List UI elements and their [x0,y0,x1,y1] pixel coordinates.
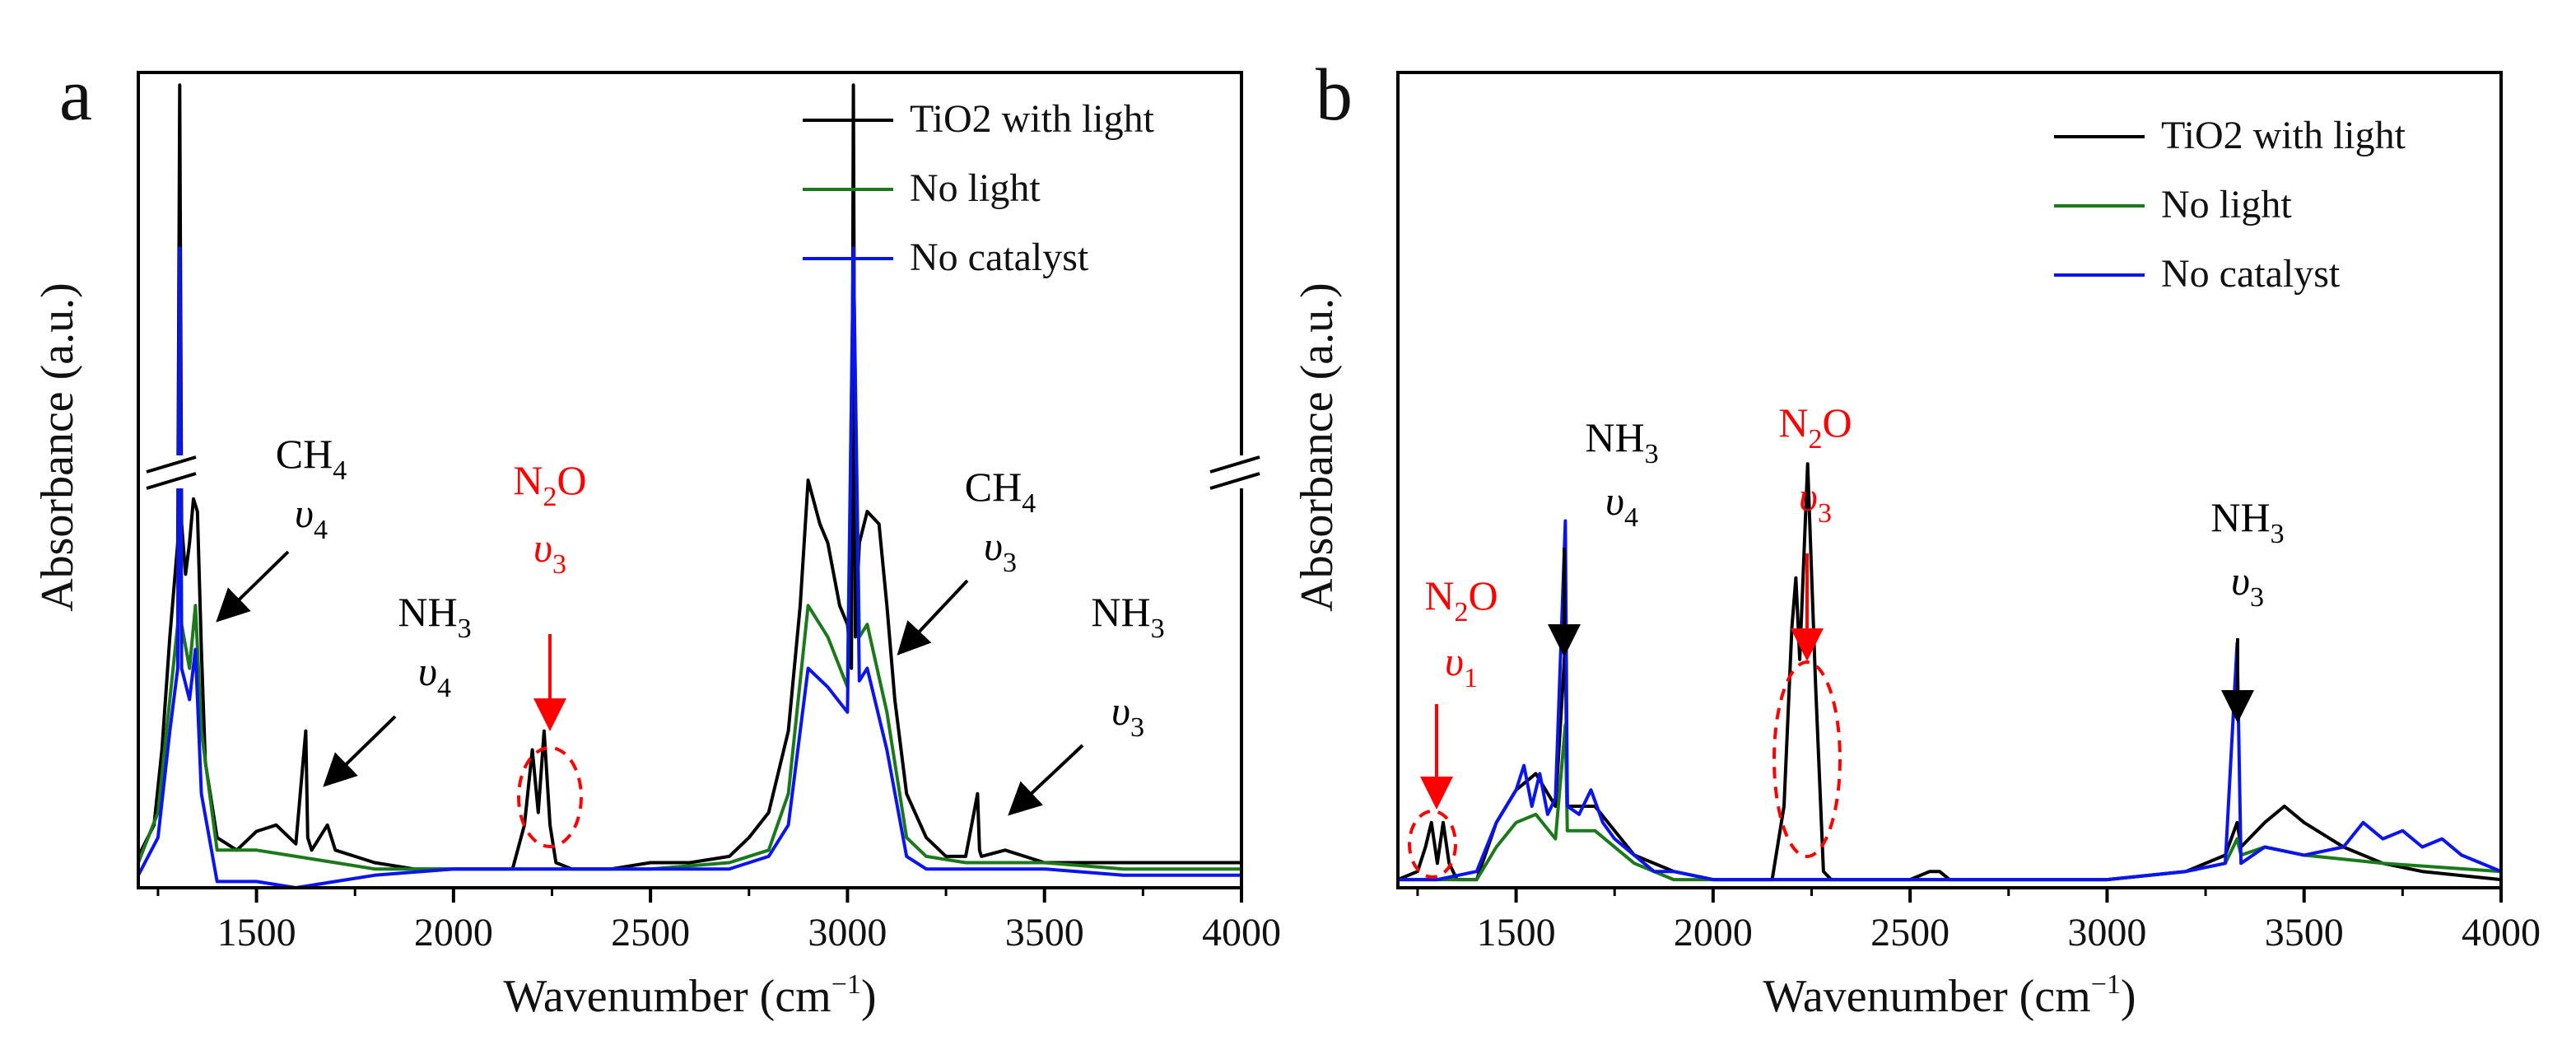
panel-a: 1500 2000 2500 3000 3500 4000 Wavenumber (cm−1… [32,54,1281,1022]
species-label: NH3 [1585,414,1658,469]
mode-label: υ3 [2231,558,2264,613]
x-tick-label: 3000 [2067,911,2146,954]
series-line-2 [138,246,1241,888]
annotation-nh3v3: NH3 υ3 [1008,589,1165,816]
x-axis-title: Wavenumber (cm−1) [503,969,876,1022]
species-label: N2O [1778,399,1852,455]
legend-label: No catalyst [2161,252,2341,296]
annotation-arrow [1008,744,1084,816]
series-line-2 [1398,519,2501,882]
y-axis-title: Absorbance (a.u.) [32,282,83,612]
axis-break-mark [146,472,197,490]
annotation-arrow [216,550,290,623]
x-tick-label: 1500 [1477,911,1556,954]
mode-label: υ3 [1111,688,1144,743]
mode-label: υ3 [1799,474,1832,529]
annotation-arrow [323,715,397,787]
x-tick-label: 2500 [1870,911,1949,954]
legend-label: No light [2161,183,2292,226]
x-tick-label: 2000 [414,911,493,954]
legend-label: No catalyst [910,236,1089,279]
panel-label: b [1316,54,1353,136]
series-line-1 [138,246,1241,871]
x-tick-label: 2500 [611,911,690,954]
species-label: CH4 [276,431,347,486]
mode-label: υ4 [295,490,328,545]
species-label: CH4 [965,464,1036,519]
legend: TiO2 with light No light No catalyst [803,97,1155,279]
x-tick-label: 2000 [1674,911,1753,954]
x-tick-label: 3000 [808,911,887,954]
x-tick-label: 4000 [2462,911,2541,954]
panel-b: 1500 2000 2500 3000 3500 4000 Wavenumber (cm−1… [1292,54,2541,1022]
species-label: N2O [1424,572,1498,628]
x-tick-label: 1500 [217,911,296,954]
axis-break-mark [1209,472,1260,490]
species-label: NH3 [398,589,471,644]
y-axis-title: Absorbance (a.u.) [1292,282,1343,612]
annotation-arrow [897,579,969,656]
legend-label: No light [910,166,1041,210]
mode-label: υ3 [984,523,1017,578]
legend-label: TiO2 with light [910,97,1155,141]
series-line-0 [1398,462,2501,882]
x-axis-title: Wavenumber (cm−1) [1763,969,2136,1022]
highlight-ellipse [1772,660,1842,858]
series-line-1 [1398,723,2501,882]
mode-label: υ4 [1605,478,1638,533]
axis-break-mark [1209,455,1260,474]
panel-label: a [59,54,92,136]
mode-label: υ4 [418,648,451,703]
x-tick-label: 4000 [1202,911,1281,954]
species-label: NH3 [1091,589,1164,644]
highlight-ellipse [1408,810,1457,879]
axis-break-mark [146,455,197,474]
mode-label: υ1 [1445,638,1478,693]
plot-frame [1396,71,2503,889]
x-tick-label: 3500 [1005,911,1084,954]
mode-label: υ3 [533,525,566,580]
legend: TiO2 with light No light No catalyst [2054,114,2406,296]
species-label: NH3 [2210,494,2284,549]
species-label: N2O [513,457,586,512]
legend-label: TiO2 with light [2161,114,2406,157]
highlight-ellipse [517,746,583,848]
x-tick-label: 3500 [2265,911,2344,954]
